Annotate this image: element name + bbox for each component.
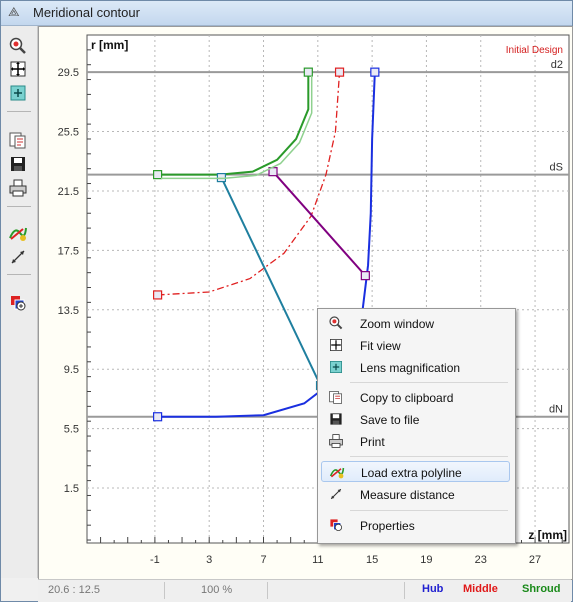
zoom-readout: 100 %: [201, 584, 233, 596]
menu-item-label: Zoom window: [360, 317, 435, 331]
menu-item-properties[interactable]: Properties: [321, 515, 510, 536]
menu-item-label: Lens magnification: [360, 361, 461, 375]
y-tick-label: 9.5: [64, 364, 79, 376]
x-tick-label: 3: [206, 554, 212, 566]
y-tick-label: 17.5: [58, 245, 79, 257]
menu-item-print[interactable]: Print: [321, 431, 510, 452]
status-divider: [404, 582, 405, 599]
x-tick-label: 7: [260, 554, 266, 566]
control-point: [360, 271, 370, 281]
context-menu: Zoom window Fit view Lens magnification …: [317, 308, 516, 544]
y-tick-label: 13.5: [58, 305, 79, 317]
lens-magnification-icon[interactable]: [8, 83, 28, 103]
x-tick-label: 11: [312, 554, 323, 566]
x-tick-label: 27: [529, 554, 541, 566]
coords-readout: 20.6 : 12.5: [48, 584, 100, 596]
x-tick-label: 15: [366, 554, 378, 566]
menu-item-load-extra-polyline[interactable]: Load extra polyline: [321, 461, 510, 482]
print-icon[interactable]: [8, 178, 28, 198]
status-divider: [267, 582, 268, 599]
menu-separator: [350, 456, 508, 457]
menu-item-lens-magnification[interactable]: Lens magnification: [321, 357, 510, 378]
left-toolbar: [1, 26, 38, 578]
toolbar-separator: [7, 206, 31, 207]
measure-distance-icon: [330, 488, 342, 500]
menu-item-label: Fit view: [360, 339, 401, 353]
menu-item-label: Properties: [360, 519, 415, 533]
y-tick-label: 1.5: [64, 483, 79, 495]
series-leading-edge: [272, 170, 367, 277]
properties-icon[interactable]: [8, 293, 28, 313]
toolbar-separator: [7, 111, 31, 112]
save-icon[interactable]: [8, 154, 28, 174]
load-polyline-icon: [329, 467, 345, 479]
status-divider: [164, 582, 165, 599]
lens-magnification-icon: [330, 361, 342, 373]
control-point: [153, 290, 163, 300]
menu-separator: [350, 382, 508, 383]
menu-item-label: Save to file: [360, 413, 420, 427]
reference-label-dS: dS: [550, 162, 563, 174]
control-point: [153, 170, 163, 180]
load-polyline-icon[interactable]: [8, 223, 28, 243]
status-bar: 20.6 : 12.5 100 % Hub Middle Shroud: [38, 579, 571, 602]
menu-item-label: Print: [360, 435, 385, 449]
x-tick-label: -1: [150, 554, 160, 566]
legend-middle: Middle: [463, 583, 498, 595]
menu-item-fit-view[interactable]: Fit view: [321, 335, 510, 356]
copy-clipboard-icon: [329, 391, 342, 404]
legend-shroud: Shroud: [522, 583, 561, 595]
initial-design-badge: Initial Design: [506, 45, 563, 56]
control-point: [153, 412, 163, 422]
menu-item-label: Copy to clipboard: [360, 391, 454, 405]
y-tick-label: 5.5: [64, 424, 79, 436]
legend-hub: Hub: [422, 583, 444, 595]
app-icon: ⟁: [8, 4, 20, 19]
series-trailing-edge: [220, 177, 322, 386]
x-tick-label: 19: [420, 554, 432, 566]
x-tick-label: 23: [475, 554, 487, 566]
r-axis-label: r [mm]: [91, 38, 128, 52]
z-axis-label: z [mm]: [528, 528, 567, 542]
menu-item-copy-to-clipboard[interactable]: Copy to clipboard: [321, 387, 510, 408]
toolbar-separator: [7, 274, 31, 275]
zoom-window-icon: [329, 316, 343, 330]
y-tick-label: 25.5: [58, 127, 79, 139]
menu-item-label: Measure distance: [360, 488, 455, 502]
series-shroud-offset: [160, 75, 313, 180]
properties-icon: [330, 519, 342, 531]
print-icon: [329, 434, 343, 448]
y-tick-label: 21.5: [58, 186, 79, 198]
reference-label-dN: dN: [549, 404, 563, 416]
control-point: [303, 67, 313, 77]
zoom-window-icon[interactable]: [8, 36, 28, 56]
window-title: Meridional contour: [33, 5, 140, 20]
menu-item-save-to-file[interactable]: Save to file: [321, 409, 510, 430]
fit-view-icon[interactable]: [8, 59, 28, 79]
y-tick-label: 29.5: [58, 67, 79, 79]
measure-distance-icon[interactable]: [8, 247, 28, 267]
copy-clipboard-icon[interactable]: [8, 130, 28, 150]
title-bar: ⟁ Meridional contour: [1, 1, 572, 26]
fit-view-icon: [330, 339, 342, 351]
save-icon: [330, 413, 342, 425]
menu-separator: [350, 510, 508, 511]
reference-label-d2: d2: [551, 59, 563, 71]
menu-item-measure-distance[interactable]: Measure distance: [321, 484, 510, 505]
menu-item-label: Load extra polyline: [361, 466, 462, 480]
control-point: [334, 67, 345, 77]
menu-item-zoom-window[interactable]: Zoom window: [321, 313, 510, 334]
control-point: [370, 67, 380, 77]
